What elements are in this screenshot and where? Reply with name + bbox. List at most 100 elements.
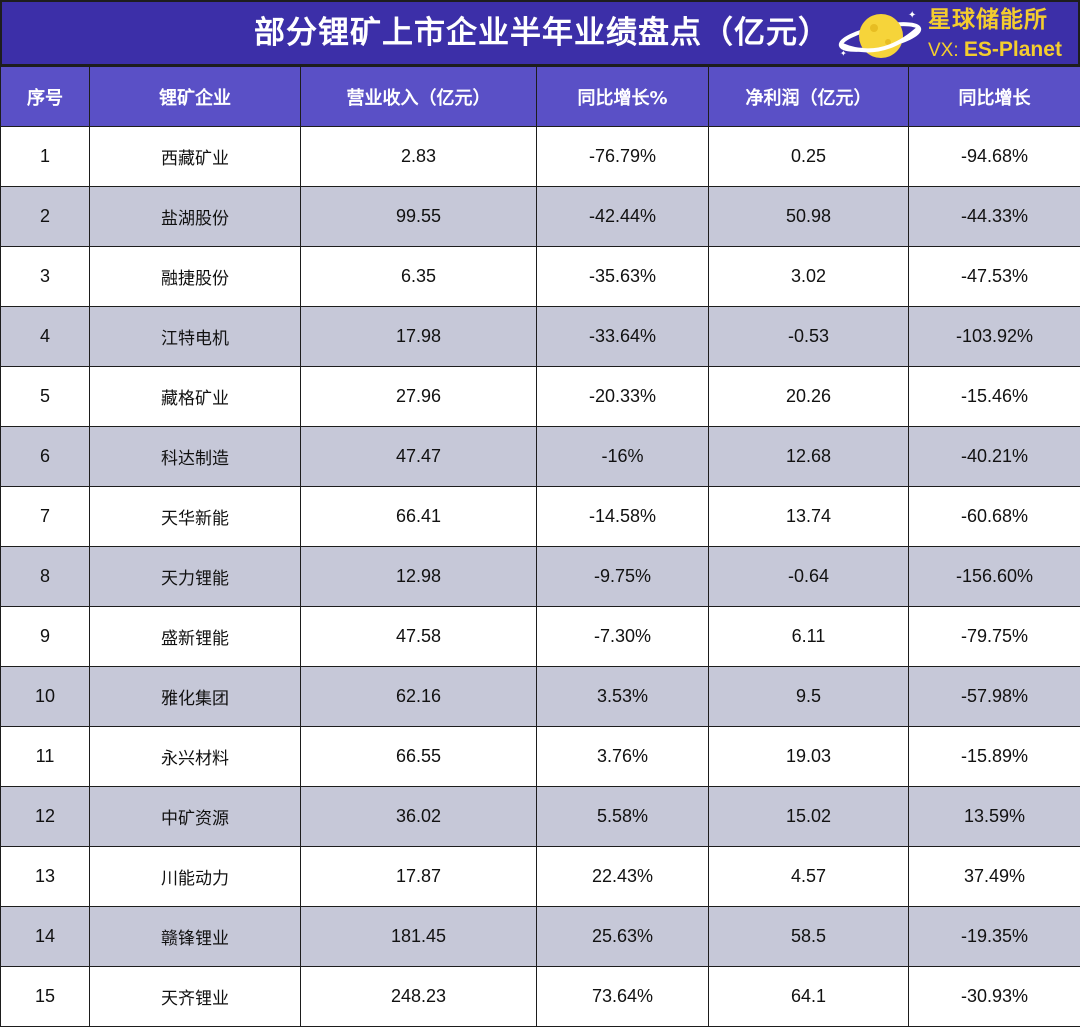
net-profit-value: 9.5 — [708, 666, 909, 727]
profit-growth-value: -103.92% — [908, 306, 1080, 367]
brand-logo: ✦ ✦ 星球储能所 VX: ES-Planet — [834, 4, 1070, 64]
profit-growth-value: -15.46% — [908, 366, 1080, 427]
revenue-value: 47.47 — [300, 426, 537, 487]
revenue-value: 47.58 — [300, 606, 537, 667]
revenue-growth-value: -20.33% — [536, 366, 709, 427]
net-profit-value: 19.03 — [708, 726, 909, 787]
net-profit-value: 50.98 — [708, 186, 909, 247]
table-row: 5 藏格矿业 27.96 -20.33% 20.26 -15.46% — [0, 366, 1080, 427]
table-row: 6 科达制造 47.47 -16% 12.68 -40.21% — [0, 426, 1080, 487]
net-profit-value: 58.5 — [708, 906, 909, 967]
net-profit-value: 12.68 — [708, 426, 909, 487]
company-name: 天力锂能 — [89, 546, 301, 607]
revenue-value: 99.55 — [300, 186, 537, 247]
company-name: 盛新锂能 — [89, 606, 301, 667]
company-name: 天华新能 — [89, 486, 301, 547]
brand-vx: VX: ES-Planet — [928, 37, 1070, 63]
row-index: 11 — [0, 726, 90, 787]
table-row: 13 川能动力 17.87 22.43% 4.57 37.49% — [0, 846, 1080, 907]
column-header-net-profit: 净利润（亿元） — [708, 66, 909, 127]
table-row: 11 永兴材料 66.55 3.76% 19.03 -15.89% — [0, 726, 1080, 787]
revenue-growth-value: -35.63% — [536, 246, 709, 307]
brand-vx-prefix: VX: — [928, 40, 959, 61]
row-index: 14 — [0, 906, 90, 967]
table-row: 1 西藏矿业 2.83 -76.79% 0.25 -94.68% — [0, 126, 1080, 187]
table-row: 15 天齐锂业 248.23 73.64% 64.1 -30.93% — [0, 966, 1080, 1027]
revenue-value: 248.23 — [300, 966, 537, 1027]
column-header-revenue-growth: 同比增长% — [536, 66, 709, 127]
company-name: 江特电机 — [89, 306, 301, 367]
row-index: 6 — [0, 426, 90, 487]
title-bar: 部分锂矿上市企业半年业绩盘点（亿元） ✦ ✦ 星球储能所 VX: ES-Plan… — [0, 0, 1080, 66]
company-name: 中矿资源 — [89, 786, 301, 847]
revenue-value: 12.98 — [300, 546, 537, 607]
row-index: 7 — [0, 486, 90, 547]
profit-growth-value: -60.68% — [908, 486, 1080, 547]
svg-text:✦: ✦ — [908, 10, 916, 21]
net-profit-value: 15.02 — [708, 786, 909, 847]
revenue-growth-value: -76.79% — [536, 126, 709, 187]
net-profit-value: 20.26 — [708, 366, 909, 427]
table-row: 3 融捷股份 6.35 -35.63% 3.02 -47.53% — [0, 246, 1080, 307]
company-name: 川能动力 — [89, 846, 301, 907]
company-name: 天齐锂业 — [89, 966, 301, 1027]
net-profit-value: 6.11 — [708, 606, 909, 667]
profit-growth-value: -57.98% — [908, 666, 1080, 727]
column-header-company: 锂矿企业 — [89, 66, 301, 127]
profit-growth-value: -47.53% — [908, 246, 1080, 307]
revenue-value: 66.41 — [300, 486, 537, 547]
net-profit-value: 13.74 — [708, 486, 909, 547]
revenue-growth-value: -33.64% — [536, 306, 709, 367]
revenue-growth-value: 25.63% — [536, 906, 709, 967]
revenue-value: 2.83 — [300, 126, 537, 187]
row-index: 9 — [0, 606, 90, 667]
row-index: 10 — [0, 666, 90, 727]
table-row: 12 中矿资源 36.02 5.58% 15.02 13.59% — [0, 786, 1080, 847]
profit-growth-value: 13.59% — [908, 786, 1080, 847]
net-profit-value: 4.57 — [708, 846, 909, 907]
net-profit-value: 0.25 — [708, 126, 909, 187]
header-row: 序号 锂矿企业 营业收入（亿元） 同比增长% 净利润（亿元） 同比增长 — [0, 66, 1080, 127]
column-header-index: 序号 — [0, 66, 90, 127]
revenue-value: 6.35 — [300, 246, 537, 307]
net-profit-value: 64.1 — [708, 966, 909, 1027]
table-row: 9 盛新锂能 47.58 -7.30% 6.11 -79.75% — [0, 606, 1080, 667]
company-name: 雅化集团 — [89, 666, 301, 727]
revenue-value: 62.16 — [300, 666, 537, 727]
table-row: 8 天力锂能 12.98 -9.75% -0.64 -156.60% — [0, 546, 1080, 607]
row-index: 1 — [0, 126, 90, 187]
table-row: 2 盐湖股份 99.55 -42.44% 50.98 -44.33% — [0, 186, 1080, 247]
row-index: 8 — [0, 546, 90, 607]
brand-vx-handle: ES-Planet — [963, 38, 1062, 61]
revenue-value: 36.02 — [300, 786, 537, 847]
row-index: 12 — [0, 786, 90, 847]
row-index: 4 — [0, 306, 90, 367]
revenue-growth-value: -9.75% — [536, 546, 709, 607]
company-name: 西藏矿业 — [89, 126, 301, 187]
company-name: 融捷股份 — [89, 246, 301, 307]
profit-growth-value: -15.89% — [908, 726, 1080, 787]
profit-growth-value: 37.49% — [908, 846, 1080, 907]
table-row: 7 天华新能 66.41 -14.58% 13.74 -60.68% — [0, 486, 1080, 547]
lithium-performance-table: 序号 锂矿企业 营业收入（亿元） 同比增长% 净利润（亿元） 同比增长 1 西藏… — [0, 66, 1080, 1027]
company-name: 赣锋锂业 — [89, 906, 301, 967]
profit-growth-value: -44.33% — [908, 186, 1080, 247]
row-index: 2 — [0, 186, 90, 247]
profit-growth-value: -94.68% — [908, 126, 1080, 187]
profit-growth-value: -156.60% — [908, 546, 1080, 607]
net-profit-value: -0.53 — [708, 306, 909, 367]
revenue-growth-value: -16% — [536, 426, 709, 487]
column-header-revenue: 营业收入（亿元） — [300, 66, 537, 127]
row-index: 13 — [0, 846, 90, 907]
company-name: 藏格矿业 — [89, 366, 301, 427]
company-name: 科达制造 — [89, 426, 301, 487]
revenue-growth-value: 5.58% — [536, 786, 709, 847]
revenue-growth-value: -7.30% — [536, 606, 709, 667]
svg-text:✦: ✦ — [840, 49, 847, 58]
profit-growth-value: -19.35% — [908, 906, 1080, 967]
row-index: 5 — [0, 366, 90, 427]
revenue-value: 181.45 — [300, 906, 537, 967]
revenue-value: 27.96 — [300, 366, 537, 427]
column-header-profit-growth: 同比增长 — [908, 66, 1080, 127]
